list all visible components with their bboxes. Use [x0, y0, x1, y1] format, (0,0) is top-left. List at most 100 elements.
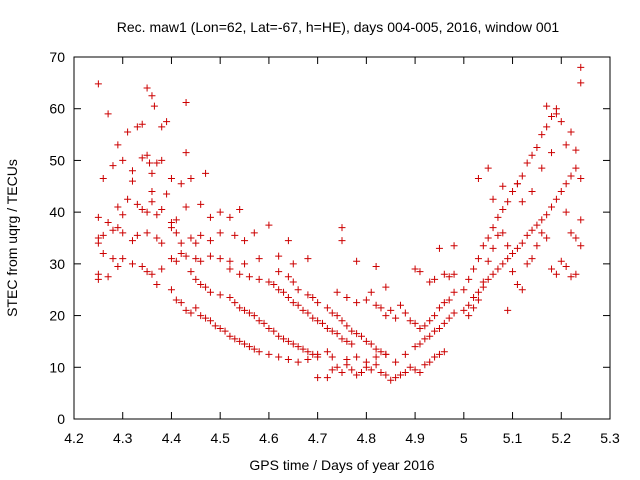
data-point [411, 319, 419, 327]
data-point [362, 358, 370, 366]
data-point [396, 371, 404, 379]
data-point [338, 335, 346, 343]
data-point [216, 255, 224, 263]
data-point [289, 299, 297, 307]
data-point [133, 200, 141, 208]
data-point [177, 299, 185, 307]
x-tick-label: 4.2 [64, 430, 84, 446]
data-point [479, 242, 487, 250]
data-point [465, 301, 473, 309]
data-point [206, 237, 214, 245]
data-point [216, 325, 224, 332]
data-point [280, 335, 288, 343]
data-point [119, 211, 127, 219]
data-point [314, 374, 322, 382]
data-point [382, 283, 390, 291]
data-point [221, 327, 229, 335]
x-tick-labels: 4.2 4.3 4.4 4.5 4.6 4.7 4.8 4.9 5 5.1 5.2 5.3 [64, 430, 620, 446]
data-point [353, 330, 361, 338]
data-point [396, 301, 404, 309]
data-point [367, 340, 375, 348]
y-tick-label: 60 [49, 101, 65, 117]
data-point [304, 291, 312, 299]
data-point [202, 169, 210, 177]
data-point [119, 255, 127, 263]
data-point [250, 312, 258, 320]
data-point [572, 146, 580, 154]
data-point [518, 239, 526, 247]
data-point [338, 368, 346, 376]
data-point [172, 229, 180, 237]
data-point [284, 356, 292, 364]
data-point [406, 317, 414, 325]
data-point [216, 208, 224, 216]
data-point [353, 299, 361, 307]
data-point [499, 229, 507, 237]
data-point [114, 262, 122, 270]
y-tick-label: 0 [57, 411, 65, 427]
x-tick-label: 4.4 [162, 430, 182, 446]
data-point [275, 353, 283, 361]
data-point [94, 239, 102, 247]
x-tick-label: 5.3 [600, 430, 620, 446]
data-point [304, 348, 312, 356]
data-point [328, 327, 336, 335]
data-point [567, 273, 575, 281]
data-point [280, 288, 288, 296]
data-point [294, 358, 302, 366]
data-point [372, 353, 380, 361]
data-point [479, 278, 487, 286]
data-point [499, 260, 507, 268]
data-point [265, 221, 273, 229]
data-point [226, 265, 234, 273]
data-point [431, 312, 439, 320]
data-point [416, 268, 424, 276]
data-point [153, 211, 161, 219]
data-point [401, 350, 409, 358]
y-tick-label: 10 [49, 359, 65, 375]
data-point [431, 353, 439, 361]
data-point [577, 63, 585, 71]
data-point [109, 255, 117, 263]
data-point [128, 167, 136, 175]
data-point [146, 159, 154, 167]
data-point [474, 255, 482, 263]
data-point [182, 99, 190, 107]
data-point [513, 244, 521, 252]
data-point [577, 242, 585, 250]
data-point [440, 348, 448, 356]
data-point [150, 102, 158, 110]
data-point [333, 330, 341, 338]
data-point [202, 283, 210, 291]
x-tick-label: 4.9 [405, 430, 425, 446]
data-point [518, 286, 526, 294]
data-point [338, 317, 346, 325]
data-point [163, 190, 171, 198]
data-point [518, 198, 526, 206]
data-point [572, 270, 580, 278]
x-tick-label: 5.2 [552, 430, 572, 446]
data-point [294, 286, 302, 294]
data-point [148, 187, 156, 195]
data-point [163, 118, 171, 126]
data-point [158, 265, 166, 273]
chart-title: Rec. maw1 (Lon=62, Lat=-67, h=HE), days … [117, 19, 560, 35]
data-point [440, 270, 448, 278]
data-point [401, 368, 409, 376]
x-tick-label: 4.6 [259, 430, 279, 446]
data-point [411, 265, 419, 273]
data-point [338, 237, 346, 245]
data-point [489, 195, 497, 203]
data-point [197, 281, 205, 289]
data-point [167, 255, 175, 263]
data-point [504, 198, 512, 206]
data-point [216, 291, 224, 299]
data-point [557, 118, 565, 126]
data-point [236, 206, 244, 214]
data-point [182, 203, 190, 211]
data-point [382, 371, 390, 379]
data-point [304, 255, 312, 263]
data-point [241, 237, 249, 245]
data-point [562, 141, 570, 149]
data-point [211, 322, 219, 330]
